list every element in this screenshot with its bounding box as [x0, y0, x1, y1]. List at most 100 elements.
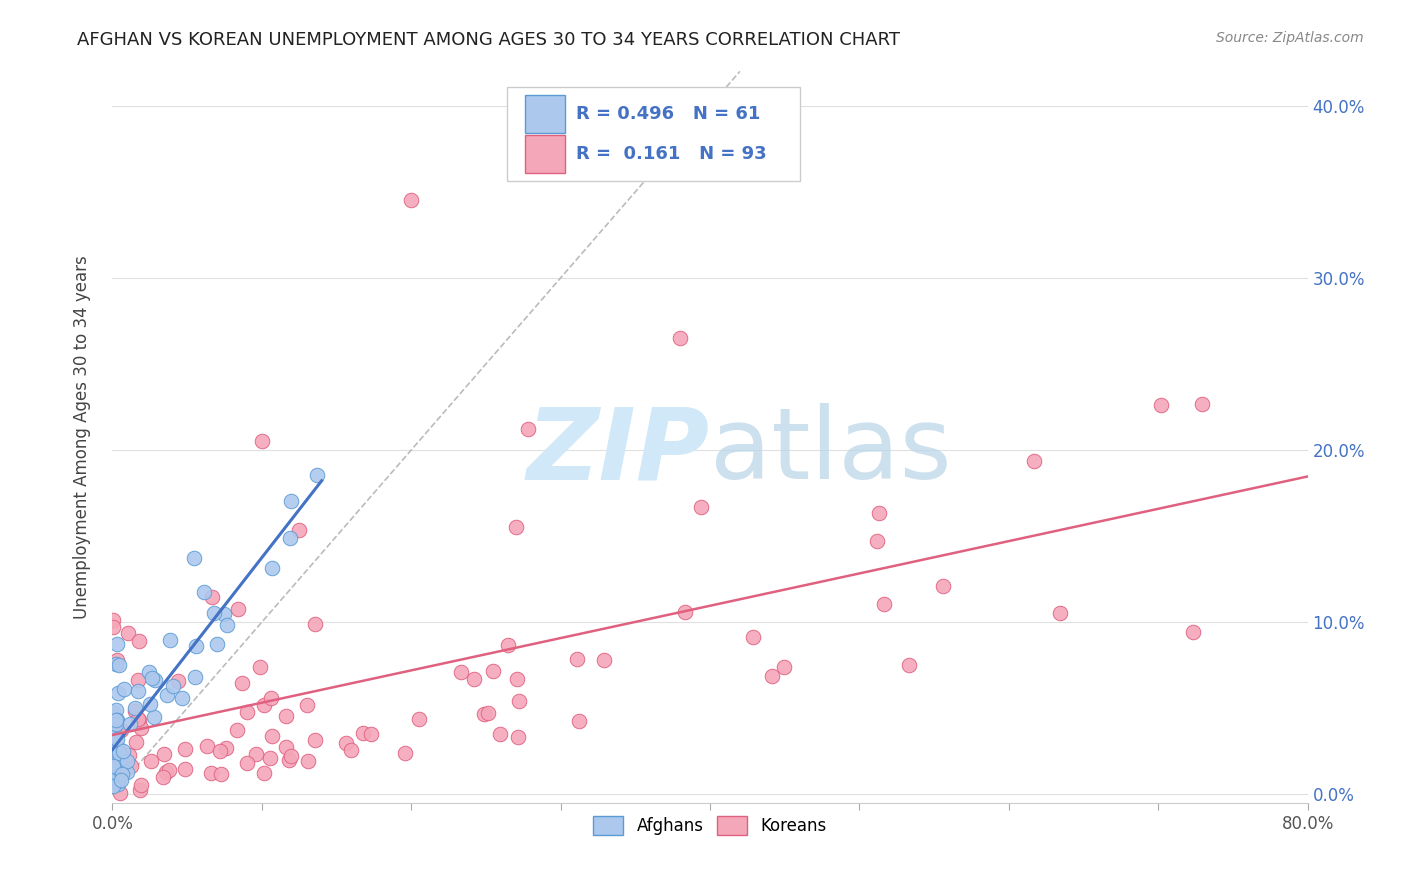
Point — [108, 772, 131, 786]
Point — [184, 670, 207, 684]
Text: R =  0.161   N = 93: R = 0.161 N = 93 — [576, 145, 766, 163]
Point — [128, 634, 150, 648]
Point — [128, 713, 150, 727]
Point — [107, 685, 129, 699]
Point — [690, 500, 713, 514]
Point — [103, 754, 125, 768]
Point — [496, 638, 519, 652]
Point — [215, 618, 238, 632]
Point — [506, 731, 529, 745]
Point — [101, 728, 124, 742]
Point — [259, 751, 281, 765]
Point — [253, 765, 276, 780]
Point — [112, 682, 135, 697]
Point — [166, 674, 188, 689]
Point — [105, 713, 128, 727]
Point — [278, 754, 301, 768]
Point — [103, 721, 125, 735]
Point — [105, 717, 128, 731]
Point — [673, 605, 696, 619]
Point — [104, 756, 127, 771]
Point — [260, 691, 283, 706]
Point — [118, 717, 141, 731]
Point — [101, 779, 124, 793]
Point — [236, 756, 259, 770]
Point — [107, 741, 129, 756]
Point — [295, 698, 318, 712]
Point — [304, 616, 326, 631]
Point — [741, 630, 763, 644]
Point — [105, 703, 128, 717]
Point — [898, 657, 921, 672]
Point — [112, 744, 135, 758]
Point — [143, 710, 166, 724]
Point — [1150, 398, 1173, 412]
Point — [157, 763, 180, 777]
Point — [873, 597, 896, 611]
Point — [1191, 397, 1213, 411]
Point — [101, 613, 124, 627]
Point — [111, 767, 134, 781]
Point — [107, 777, 129, 791]
Point — [129, 783, 152, 797]
Point — [108, 746, 131, 760]
Point — [508, 693, 530, 707]
Point — [866, 534, 889, 549]
Point — [506, 673, 529, 687]
Point — [103, 756, 125, 771]
Point — [195, 739, 218, 753]
Point — [761, 669, 783, 683]
Point — [280, 493, 302, 508]
Point — [101, 706, 124, 720]
Point — [104, 756, 127, 770]
Point — [568, 714, 591, 728]
Point — [401, 194, 423, 208]
Point — [253, 698, 276, 713]
Point — [340, 743, 363, 757]
Point — [143, 673, 166, 687]
Point — [394, 746, 416, 760]
Point — [463, 672, 485, 686]
Point — [118, 747, 141, 762]
Point — [125, 734, 148, 748]
Point — [115, 754, 138, 768]
Point — [249, 660, 271, 674]
Point — [288, 523, 311, 537]
Point — [152, 747, 174, 762]
Point — [669, 331, 692, 345]
Point — [274, 709, 297, 723]
Point — [297, 754, 319, 768]
Point — [107, 774, 129, 789]
Point — [105, 758, 128, 772]
Point — [236, 705, 259, 719]
Point — [773, 660, 796, 674]
Point — [129, 721, 152, 735]
Point — [183, 551, 205, 566]
Point — [101, 737, 124, 751]
Point — [107, 731, 129, 746]
Point — [120, 759, 142, 773]
Legend: Afghans, Koreans: Afghans, Koreans — [586, 809, 834, 842]
Point — [360, 727, 382, 741]
Text: Source: ZipAtlas.com: Source: ZipAtlas.com — [1216, 31, 1364, 45]
Point — [202, 607, 225, 621]
Point — [184, 639, 207, 653]
Point — [477, 706, 499, 721]
Point — [124, 704, 146, 718]
Point — [129, 778, 152, 792]
Point — [155, 764, 177, 779]
Point — [260, 560, 283, 574]
Point — [162, 680, 184, 694]
Point — [105, 637, 128, 651]
Point — [193, 584, 215, 599]
Point — [141, 671, 163, 685]
Point — [304, 733, 326, 747]
Point — [107, 763, 129, 777]
Point — [108, 762, 131, 776]
Point — [305, 467, 328, 482]
Point — [335, 736, 357, 750]
Point — [101, 620, 124, 634]
Point — [932, 579, 955, 593]
Point — [108, 765, 131, 780]
Point — [200, 765, 222, 780]
